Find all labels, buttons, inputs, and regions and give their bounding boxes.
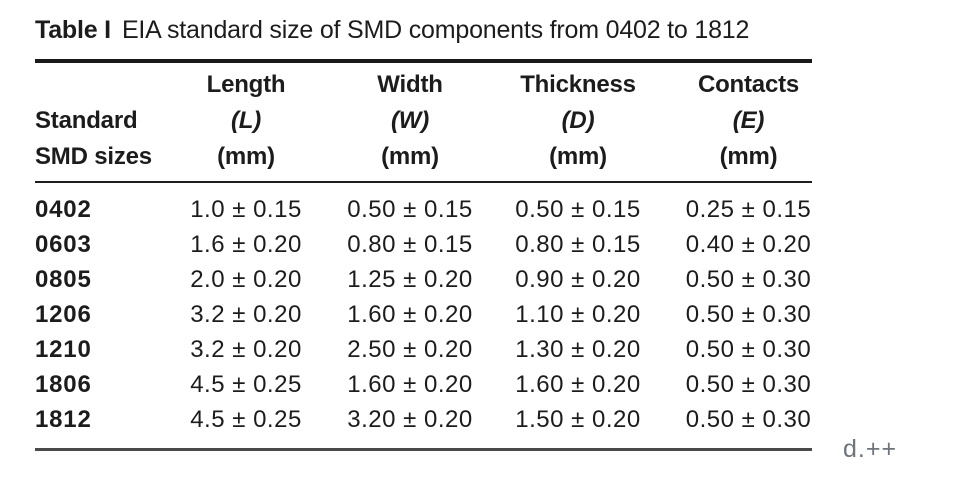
cell-value: 1.30 ± 0.20 <box>515 336 641 363</box>
table-row: 0402 1.0 ± 0.15 0.50 ± 0.15 0.50 ± 0.15 0.25… <box>35 182 812 227</box>
cell-value: 0.80 ± 0.15 <box>347 231 473 258</box>
cell-size: 1210 <box>35 336 92 363</box>
cell-size: 0603 <box>35 231 92 258</box>
cell-value: 0.25 ± 0.15 <box>685 196 812 223</box>
cell-value: 1.60 ± 0.20 <box>515 371 641 398</box>
cell-value: 3.2 ± 0.20 <box>190 301 302 328</box>
cell-size: 1206 <box>35 301 92 328</box>
cell-value: 1.50 ± 0.20 <box>515 406 641 433</box>
cell-size: 0805 <box>35 266 92 293</box>
cell-value: 4.5 ± 0.25 <box>190 371 302 398</box>
header-standard-smd-sizes: Standard SMD sizes <box>35 63 165 183</box>
header-contacts-name: Contacts <box>697 71 800 98</box>
header-length: Length (L) (mm) <box>165 63 327 183</box>
cell-value: 0.40 ± 0.20 <box>685 231 812 258</box>
header-row: Standard SMD sizes Length (L) (mm) Width… <box>35 63 812 183</box>
table-row: 0805 2.0 ± 0.20 1.25 ± 0.20 0.90 ± 0.20 0.50… <box>35 262 812 297</box>
table-title-text: EIA standard size of SMD components from… <box>121 16 750 44</box>
cell-value: 3.2 ± 0.20 <box>190 336 302 363</box>
cell-size: 0402 <box>35 196 92 223</box>
header-thickness-symbol: (D) <box>561 107 595 134</box>
table-row: 1806 4.5 ± 0.25 1.60 ± 0.20 1.60 ± 0.20 0.50… <box>35 367 812 402</box>
header-thickness-name: Thickness <box>520 71 636 98</box>
table-figure: Table I EIA standard size of SMD componen… <box>35 0 812 451</box>
table-row: 1206 3.2 ± 0.20 1.60 ± 0.20 1.10 ± 0.20 0.50… <box>35 297 812 332</box>
header-width-symbol: (W) <box>390 107 430 134</box>
cell-value: 0.50 ± 0.30 <box>685 371 812 398</box>
header-thickness-unit: (mm) <box>549 143 607 170</box>
cell-value: 1.25 ± 0.20 <box>347 266 473 293</box>
table-header: Standard SMD sizes Length (L) (mm) Width… <box>35 63 812 183</box>
header-standard-line1: Standard <box>35 107 138 134</box>
header-contacts-symbol: (E) <box>732 107 765 134</box>
header-width: Width (W) (mm) <box>327 63 493 183</box>
cell-value: 1.6 ± 0.20 <box>190 231 302 258</box>
cell-value: 0.80 ± 0.15 <box>515 231 641 258</box>
table-title-label: Table I <box>35 16 111 44</box>
cell-value: 0.50 ± 0.15 <box>347 196 473 223</box>
header-length-unit: (mm) <box>217 143 275 170</box>
table-title: Table I EIA standard size of SMD componen… <box>35 15 812 46</box>
cell-value: 0.50 ± 0.30 <box>685 406 812 433</box>
table-row: 1210 3.2 ± 0.20 2.50 ± 0.20 1.30 ± 0.20 0.50… <box>35 332 812 367</box>
cell-value: 2.0 ± 0.20 <box>190 266 302 293</box>
header-thickness: Thickness (D) (mm) <box>493 63 663 183</box>
cell-value: 0.50 ± 0.15 <box>515 196 641 223</box>
table-body: 0402 1.0 ± 0.15 0.50 ± 0.15 0.50 ± 0.15 0.25… <box>35 182 812 437</box>
header-contacts: Contacts (E) (mm) <box>663 63 812 183</box>
cell-value: 0.90 ± 0.20 <box>515 266 641 293</box>
cell-value: 1.10 ± 0.20 <box>515 301 641 328</box>
header-width-name: Width <box>377 71 443 98</box>
header-standard-line2: SMD sizes <box>35 143 152 170</box>
header-contacts-unit: (mm) <box>719 143 778 170</box>
table-row: 0603 1.6 ± 0.20 0.80 ± 0.15 0.80 ± 0.15 0.40… <box>35 227 812 262</box>
cell-value: 0.50 ± 0.30 <box>685 336 812 363</box>
page-annotation: d.++ <box>843 435 898 463</box>
cell-value: 2.50 ± 0.20 <box>347 336 473 363</box>
cell-value: 4.5 ± 0.25 <box>190 406 302 433</box>
cell-value: 1.0 ± 0.15 <box>190 196 302 223</box>
bottom-rule <box>35 448 812 451</box>
cell-size: 1812 <box>35 406 92 433</box>
header-width-unit: (mm) <box>381 143 439 170</box>
cell-size: 1806 <box>35 371 92 398</box>
cell-value: 0.50 ± 0.30 <box>685 301 812 328</box>
header-length-name: Length <box>206 71 286 98</box>
header-spacer-line <box>35 67 165 103</box>
smd-size-table: Standard SMD sizes Length (L) (mm) Width… <box>35 63 812 437</box>
header-length-symbol: (L) <box>230 107 262 134</box>
cell-value: 1.60 ± 0.20 <box>347 371 473 398</box>
cell-value: 1.60 ± 0.20 <box>347 301 473 328</box>
table-row: 1812 4.5 ± 0.25 3.20 ± 0.20 1.50 ± 0.20 0.50… <box>35 402 812 437</box>
cell-value: 3.20 ± 0.20 <box>347 406 473 433</box>
cell-value: 0.50 ± 0.30 <box>685 266 812 293</box>
top-rule <box>35 59 812 63</box>
